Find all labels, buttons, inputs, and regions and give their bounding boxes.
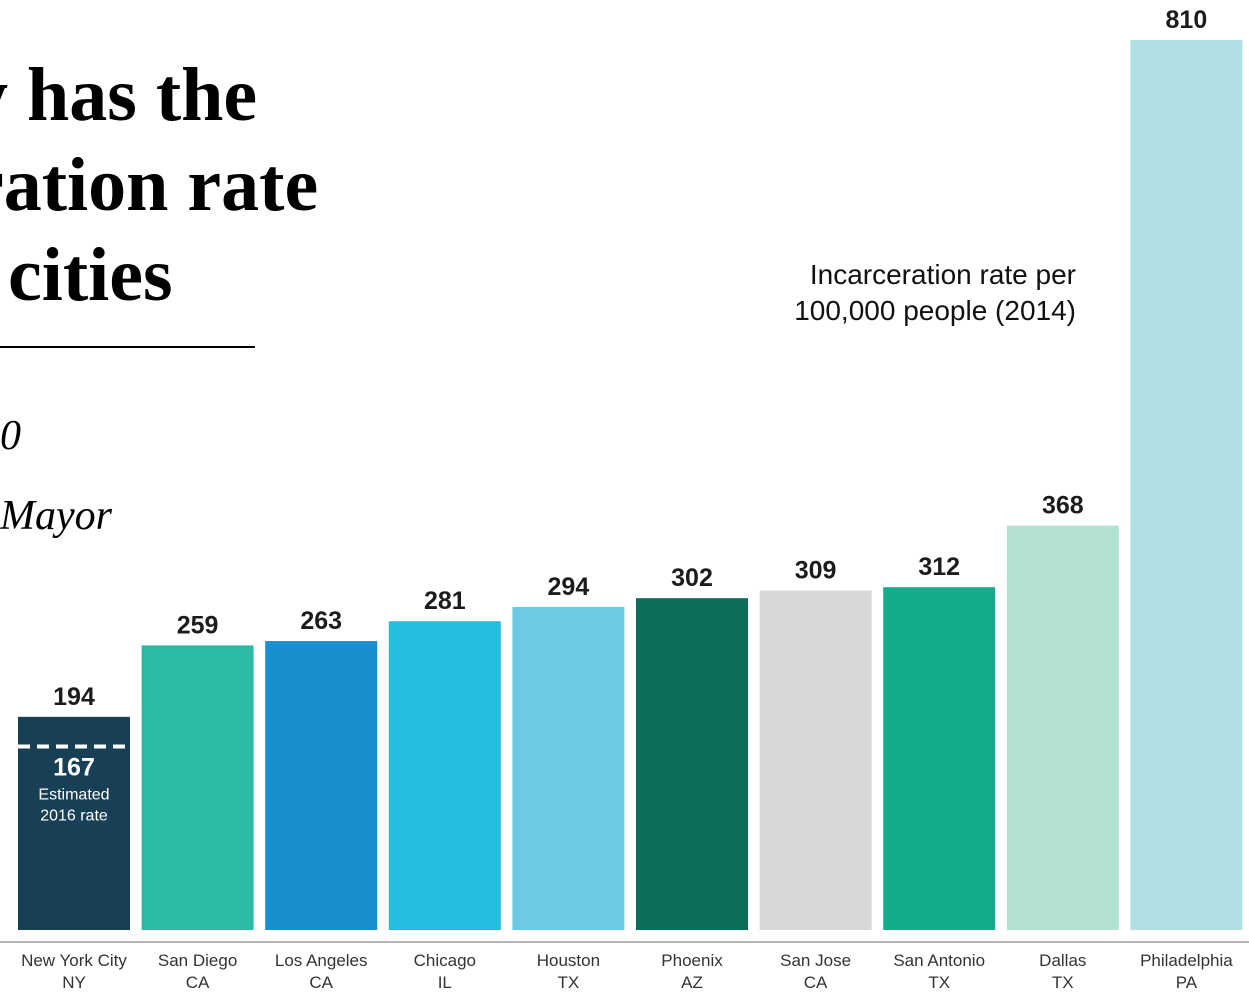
x-tick-label-city: Houston xyxy=(537,951,600,970)
x-tick-label-state: TX xyxy=(558,973,580,992)
bar xyxy=(265,641,377,930)
x-tick-label-state: PA xyxy=(1176,973,1198,992)
x-tick-label-city: Philadelphia xyxy=(1140,951,1233,970)
x-tick-label-city: San Jose xyxy=(780,951,851,970)
x-tick-label-city: San Antonio xyxy=(893,951,985,970)
x-tick-label-state: NY xyxy=(62,973,86,992)
bar-value-label: 263 xyxy=(300,607,342,635)
bar-value-label: 281 xyxy=(424,587,466,615)
bar xyxy=(1007,526,1119,930)
estimate-caption-line-2: 2016 rate xyxy=(40,808,108,825)
bar xyxy=(760,590,872,930)
x-tick-label-city: Los Angeles xyxy=(275,951,368,970)
x-tick-label-city: Phoenix xyxy=(661,951,723,970)
bar-value-label: 194 xyxy=(53,683,95,711)
x-tick-label-state: CA xyxy=(804,973,828,992)
x-tick-label-city: New York City xyxy=(21,951,127,970)
bar-value-label: 259 xyxy=(177,611,219,639)
bar-value-label: 294 xyxy=(548,573,590,601)
x-tick-label-city: Chicago xyxy=(414,951,476,970)
bar xyxy=(883,587,995,930)
bar-value-label: 302 xyxy=(671,564,713,592)
bar-value-label: 312 xyxy=(918,553,960,581)
x-tick-label-state: TX xyxy=(928,973,950,992)
bar xyxy=(636,598,748,930)
bar-value-label: 810 xyxy=(1166,6,1208,34)
bar xyxy=(512,607,624,930)
bar-value-label: 368 xyxy=(1042,492,1084,520)
x-tick-label-state: CA xyxy=(186,973,210,992)
bar-value-label: 309 xyxy=(795,556,837,584)
bar xyxy=(1130,40,1242,930)
x-tick-label-city: San Diego xyxy=(158,951,237,970)
x-tick-label-state: CA xyxy=(309,973,333,992)
x-tick-label-state: IL xyxy=(438,973,452,992)
x-tick-label-city: Dallas xyxy=(1039,951,1086,970)
estimate-value-label: 167 xyxy=(53,754,95,782)
bar xyxy=(389,621,501,930)
bar xyxy=(142,645,254,930)
estimate-caption-line-1: Estimated xyxy=(38,787,109,804)
x-tick-label-state: AZ xyxy=(681,973,703,992)
x-tick-label-state: TX xyxy=(1052,973,1074,992)
